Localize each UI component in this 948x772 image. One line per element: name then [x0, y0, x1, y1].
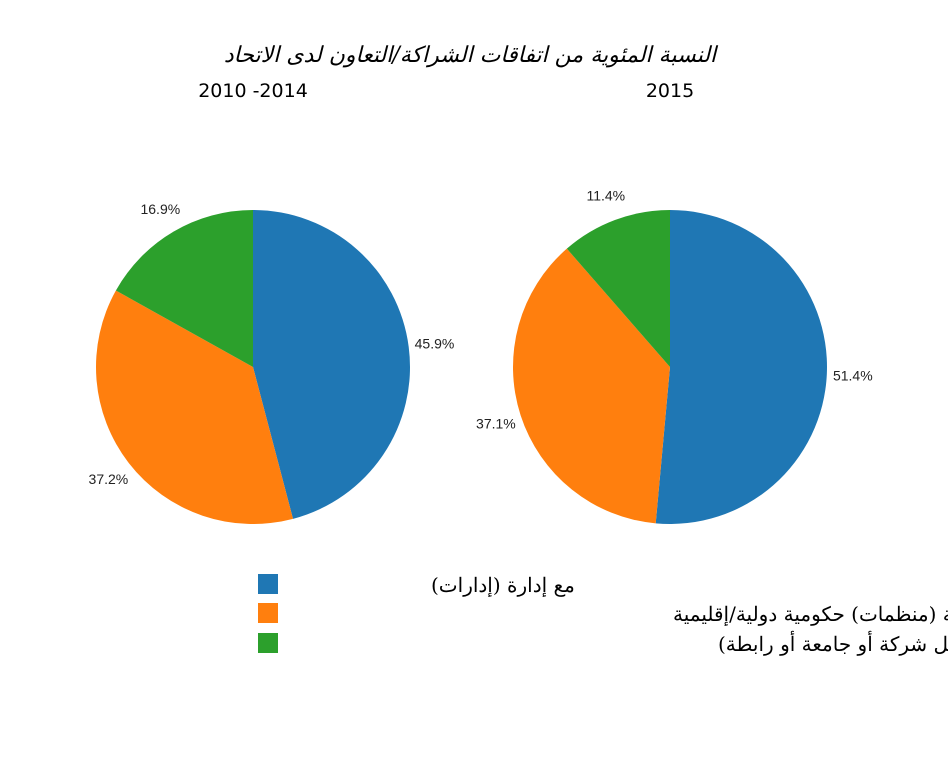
- pie-chart-2010-2014: 45.9% 37.2% 16.9%: [89, 201, 455, 524]
- legend-label-intergovernmental: مع منظمة (منظمات) حكومية دولية/إقليمية: [673, 602, 948, 627]
- pie-label-departments-2015: 51.4%: [833, 367, 873, 383]
- pie-label-other-entities-2010-2014: 16.9%: [140, 201, 180, 217]
- legend: مع إدارة (إدارات) مع منظمة (منظمات) حكوم…: [258, 573, 948, 656]
- pie-slice-other-entities-2015: [566, 210, 670, 367]
- pie-label-other-entities-2015: 11.4%: [586, 188, 625, 204]
- pie-slice-departments-2015: [655, 210, 827, 524]
- legend-swatch-departments: [258, 574, 278, 594]
- legend-label-other-entities: مع هيئات أخرى (من قبيل شركة أو جامعة أو …: [718, 630, 948, 656]
- chart-title: النسبة المئوية من اتفاقات الشراكة/التعاو…: [224, 43, 719, 68]
- pie-title-2015: 2015: [646, 80, 694, 102]
- pie-slice-intergovernmental-2010-2014: [96, 290, 293, 524]
- legend-swatch-intergovernmental: [258, 603, 278, 623]
- pie-chart-2015: 51.4% 37.1% 11.4%: [476, 188, 873, 524]
- legend-label-departments: مع إدارة (إدارات): [431, 573, 575, 598]
- pie-label-intergovernmental-2010-2014: 37.2%: [89, 471, 129, 487]
- pie-title-2010-2014: 2010 -2014: [198, 80, 308, 102]
- pie-slice-departments-2010-2014: [253, 210, 410, 519]
- legend-swatch-other-entities: [258, 633, 278, 653]
- pie-slice-other-entities-2010-2014: [115, 210, 253, 367]
- pie-label-intergovernmental-2015: 37.1%: [476, 415, 516, 431]
- pie-slice-intergovernmental-2015: [512, 248, 670, 524]
- pie-label-departments-2010-2014: 45.9%: [415, 335, 455, 351]
